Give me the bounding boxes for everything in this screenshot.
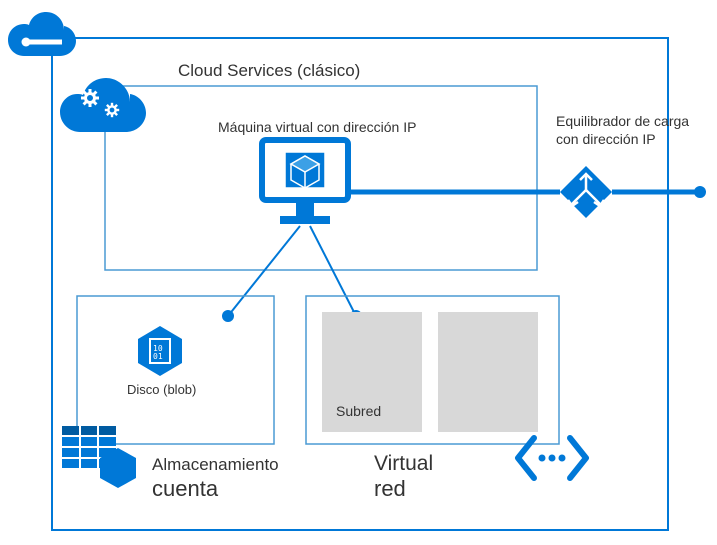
lb-label-1: Equilibrador de carga bbox=[556, 113, 689, 129]
disk-endpoint bbox=[222, 310, 234, 322]
storage-label-2: cuenta bbox=[152, 476, 219, 501]
azure-cloud-icon bbox=[8, 12, 76, 56]
vnet-label-1: Virtual bbox=[374, 452, 433, 475]
vm-label: Máquina virtual con dirección IP bbox=[218, 119, 416, 135]
subnet-label: Subred bbox=[336, 403, 381, 419]
load-balancer-icon bbox=[560, 166, 612, 218]
svg-text:01: 01 bbox=[153, 352, 163, 361]
lb-label-2: con dirección IP bbox=[556, 131, 656, 147]
vm-monitor-icon bbox=[262, 140, 348, 224]
endpoint-dot bbox=[694, 186, 706, 198]
connector-vm-disk bbox=[228, 226, 300, 316]
subnet-2 bbox=[438, 312, 538, 432]
disk-blob-icon: 10 01 bbox=[138, 326, 182, 376]
cloud-services-title: Cloud Services (clásico) bbox=[178, 61, 360, 80]
storage-box bbox=[77, 296, 274, 444]
connector-vm-subnet bbox=[310, 226, 356, 316]
vnet-label-2: red bbox=[374, 476, 406, 501]
disk-label: Disco (blob) bbox=[127, 382, 196, 397]
storage-label-1: Almacenamiento bbox=[152, 455, 279, 474]
